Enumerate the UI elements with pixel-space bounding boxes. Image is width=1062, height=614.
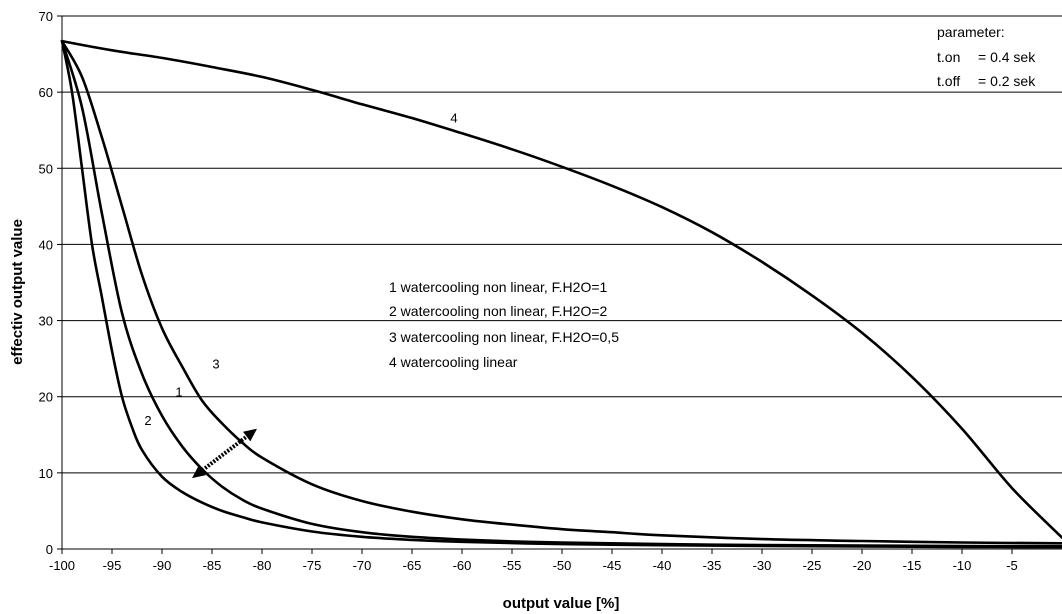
x-tick-label: -50 (553, 558, 572, 573)
legend-entry-1: 1 watercooling non linear, F.H2O=1 (389, 279, 608, 295)
x-tick-label: -95 (103, 558, 122, 573)
arrow-shaft (201, 434, 248, 472)
x-tick-label: -65 (403, 558, 422, 573)
x-tick-label: -15 (903, 558, 922, 573)
double-arrow-annotation (192, 428, 257, 479)
series-label-4: 4 (450, 111, 457, 126)
x-tick-label: -75 (303, 558, 322, 573)
arrow-head-end (243, 428, 257, 442)
x-tick-label: -55 (503, 558, 522, 573)
x-tick-label: -90 (153, 558, 172, 573)
parameter-box: parameter: t.on = 0.4 sek t.off = 0.2 se… (937, 24, 1036, 89)
y-tick-label: 0 (46, 542, 53, 557)
y-tick-label: 40 (39, 237, 53, 252)
arrow-head-start (192, 465, 206, 479)
y-tick-label: 10 (39, 466, 53, 481)
y-tick-label: 70 (39, 9, 53, 24)
x-tick-label: -10 (953, 558, 972, 573)
y-tick-label: 20 (39, 390, 53, 405)
parameter-toff-name: t.off (937, 73, 960, 89)
series-curves (60, 39, 1062, 549)
x-tick-label: -25 (803, 558, 822, 573)
series-line-2 (60, 39, 1062, 549)
x-tick-label: -45 (603, 558, 622, 573)
x-tick-label: -85 (203, 558, 222, 573)
x-tick-label: -100 (49, 558, 75, 573)
x-tick-labels: -100 -95 -90 -85 -80 -75 -70 -65 -60 -55 -50 -45 -40… (49, 549, 1018, 573)
parameter-ton-name: t.on (937, 49, 960, 65)
legend-entry-3: 3 watercooling non linear, F.H2O=0,5 (389, 329, 619, 345)
x-axis-title: output value [%] (503, 595, 620, 612)
x-tick-label: -20 (853, 558, 872, 573)
parameter-ton-value: = 0.4 sek (978, 49, 1036, 65)
legend: 1 watercooling non linear, F.H2O=1 2 wat… (389, 279, 619, 370)
y-tick-label: 60 (39, 85, 53, 100)
y-tick-labels: 0 10 20 30 40 50 60 70 (39, 9, 62, 557)
y-tick-label: 30 (39, 314, 53, 329)
parameter-toff-value: = 0.2 sek (978, 73, 1036, 89)
series-line-3 (60, 39, 1062, 545)
x-tick-label: -30 (753, 558, 772, 573)
series-labels: 1 2 3 4 (144, 111, 457, 428)
y-axis-title: effectiv output value (9, 219, 26, 365)
grid-lines (62, 15, 1062, 474)
x-tick-label: -80 (253, 558, 272, 573)
x-tick-label: -35 (703, 558, 722, 573)
y-tick-label: 50 (39, 161, 53, 176)
x-tick-label: -70 (353, 558, 372, 573)
legend-entry-4: 4 watercooling linear (389, 354, 518, 370)
x-tick-label: -60 (453, 558, 472, 573)
x-tick-label: -40 (653, 558, 672, 573)
parameter-title: parameter: (937, 24, 1005, 40)
series-label-3: 3 (212, 357, 219, 372)
x-tick-label: -5 (1006, 558, 1018, 573)
legend-entry-2: 2 watercooling non linear, F.H2O=2 (389, 303, 608, 319)
series-label-1: 1 (175, 385, 182, 400)
series-label-2: 2 (144, 413, 151, 428)
series-line-4 (60, 39, 1062, 539)
